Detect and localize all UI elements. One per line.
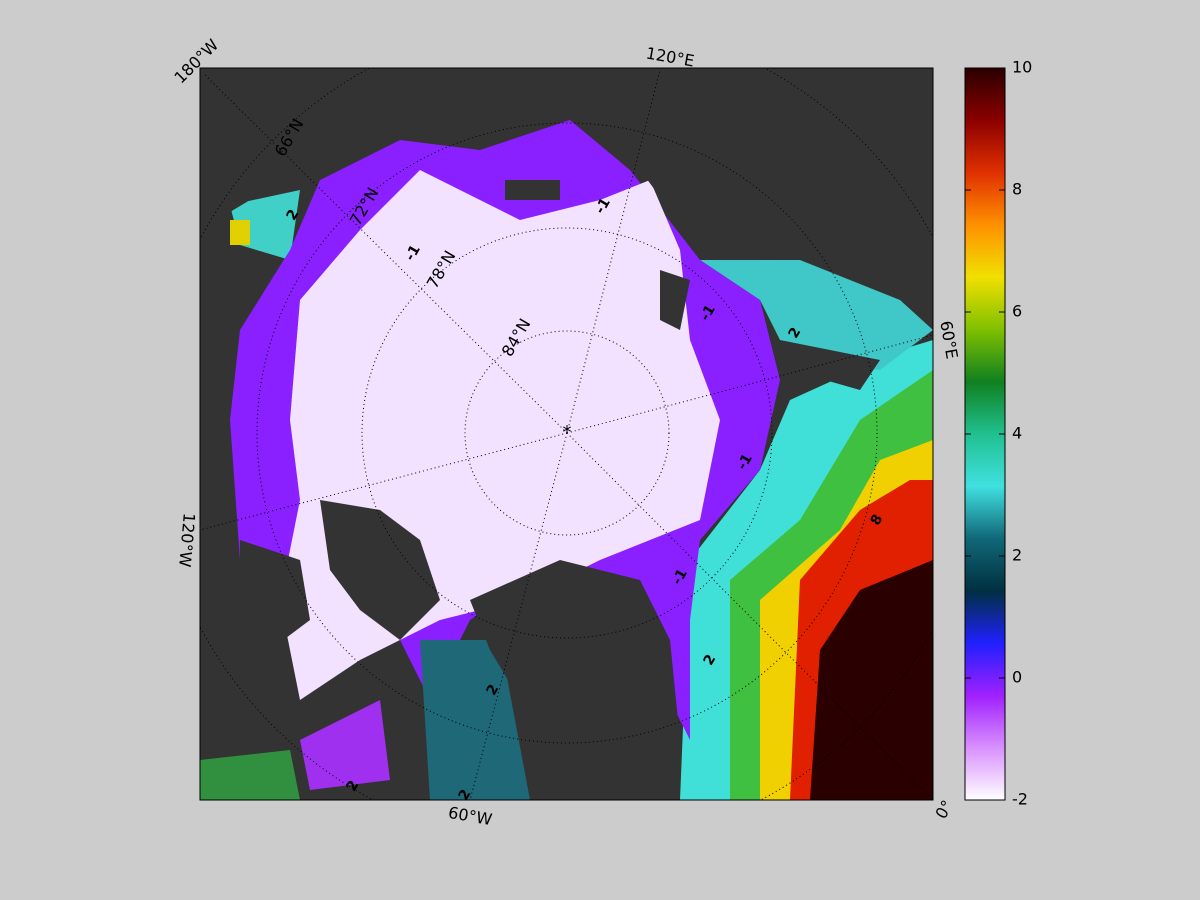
baffin-water: [420, 640, 530, 800]
colorbar-tick-label: 10: [1012, 58, 1032, 77]
colorbar-tick-label: 0: [1012, 668, 1022, 687]
bering-warm: [230, 220, 250, 245]
map-frame: [199, 67, 934, 801]
island: [505, 180, 560, 200]
graticule: [200, 68, 933, 800]
island: [660, 270, 690, 330]
ocean-band: [810, 560, 933, 800]
contour-label: -1: [734, 451, 756, 472]
hudson-water: [200, 750, 300, 800]
colorbar-tick-label: 6: [1012, 302, 1022, 321]
barents-water: [700, 260, 933, 370]
contour-label: -1: [697, 302, 719, 323]
island: [240, 540, 310, 650]
pole-marker: *: [563, 422, 572, 443]
island: [320, 500, 440, 640]
greenland: [470, 560, 680, 800]
colorbar-tick-label: 8: [1012, 180, 1022, 199]
siberia: [200, 68, 480, 230]
map: *: [200, 68, 933, 800]
longitude-label: 120°W: [175, 512, 199, 568]
novaya-zemlya: [780, 340, 880, 390]
contour-label: -1: [669, 566, 691, 587]
contour-label: -1: [592, 195, 614, 216]
contour-label: -1: [402, 242, 424, 263]
sea-water: [300, 700, 390, 790]
eurasia: [604, 68, 933, 290]
colorbar-tick-label: 2: [1012, 546, 1022, 565]
colorbar-tick-label: -2: [1012, 790, 1028, 809]
colorbar: [964, 67, 1006, 801]
colorbar-tick-label: 4: [1012, 424, 1022, 443]
